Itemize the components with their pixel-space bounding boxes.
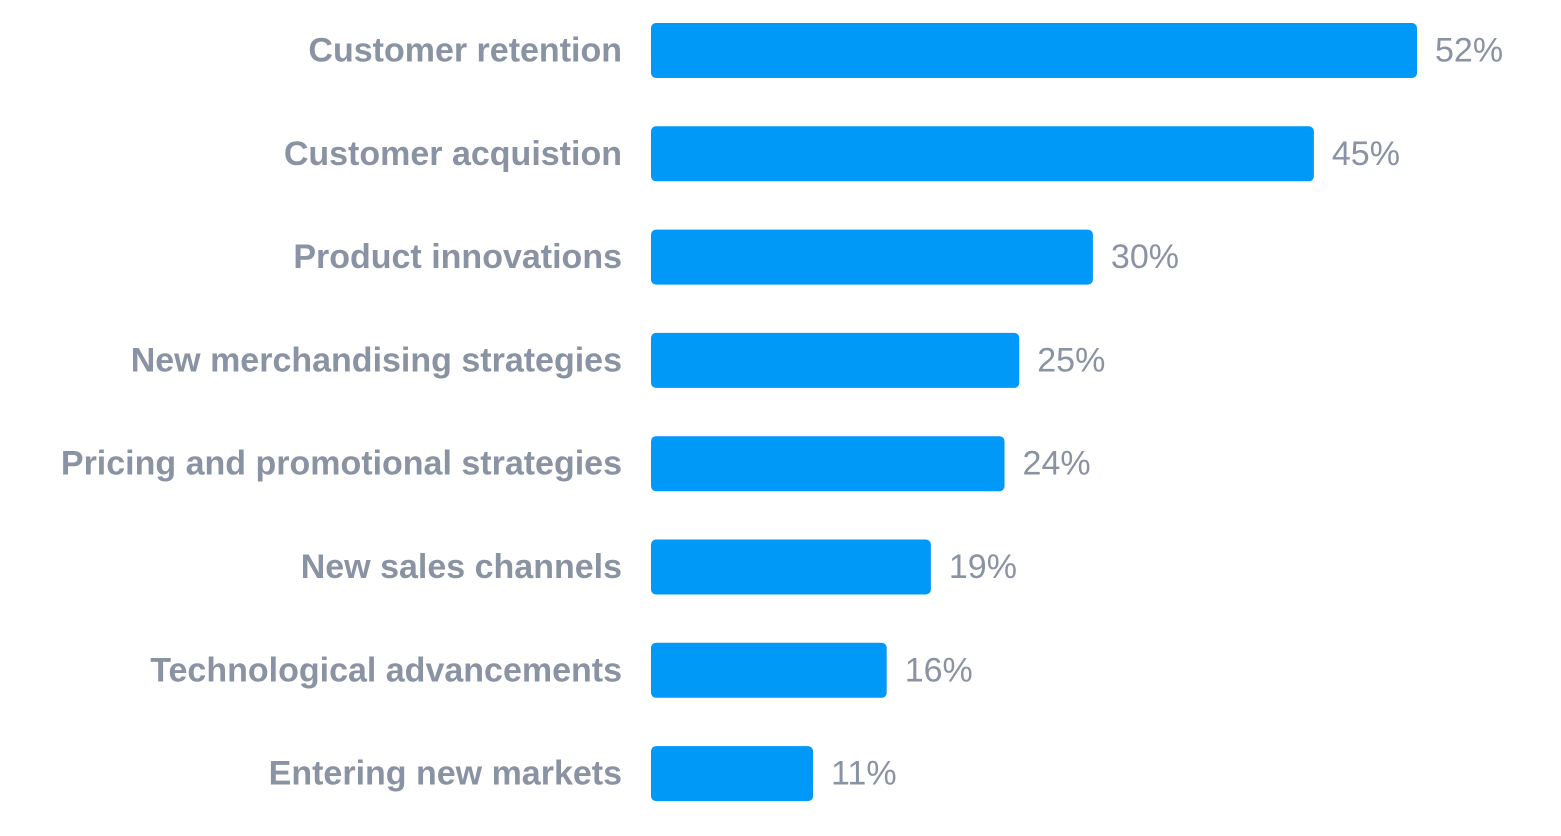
bar-customer-retention: [651, 23, 1417, 78]
category-labels-layer: Customer retention Customer acquistion Pro…: [61, 32, 622, 793]
value-label-new-merchandising-strategies: 25%: [1037, 341, 1105, 379]
bar-product-innovations: [651, 229, 1093, 285]
category-label-technological-advancements: Technological advancements: [150, 651, 622, 689]
value-label-customer-acquistion: 45%: [1332, 135, 1400, 173]
category-label-new-sales-channels: New sales channels: [301, 548, 622, 586]
bar-new-merchandising-strategies: [651, 332, 1020, 388]
category-label-pricing-and-promotional-strategies: Pricing and promotional strategies: [61, 445, 622, 483]
value-labels-layer: 52% 45% 30% 25% 24% 19% 16% 11%: [831, 32, 1503, 793]
bar-customer-acquistion: [651, 126, 1314, 182]
value-label-entering-new-markets: 11%: [831, 755, 897, 793]
category-label-customer-acquistion: Customer acquistion: [284, 135, 622, 173]
category-label-customer-retention: Customer retention: [308, 32, 622, 70]
bars-layer: [651, 23, 1417, 802]
category-label-new-merchandising-strategies: New merchandising strategies: [131, 341, 622, 379]
bar-new-sales-channels: [651, 539, 931, 595]
value-label-pricing-and-promotional-strategies: 24%: [1023, 445, 1091, 483]
value-label-product-innovations: 30%: [1111, 238, 1179, 276]
category-label-product-innovations: Product innovations: [293, 238, 622, 276]
value-label-new-sales-channels: 19%: [949, 548, 1017, 586]
value-label-customer-retention: 52%: [1435, 32, 1503, 70]
bar-pricing-and-promotional-strategies: [651, 436, 1005, 492]
bar-technological-advancements: [651, 642, 887, 698]
category-label-entering-new-markets: Entering new markets: [269, 755, 622, 793]
bar-entering-new-markets: [651, 746, 814, 802]
value-label-technological-advancements: 16%: [905, 651, 973, 689]
